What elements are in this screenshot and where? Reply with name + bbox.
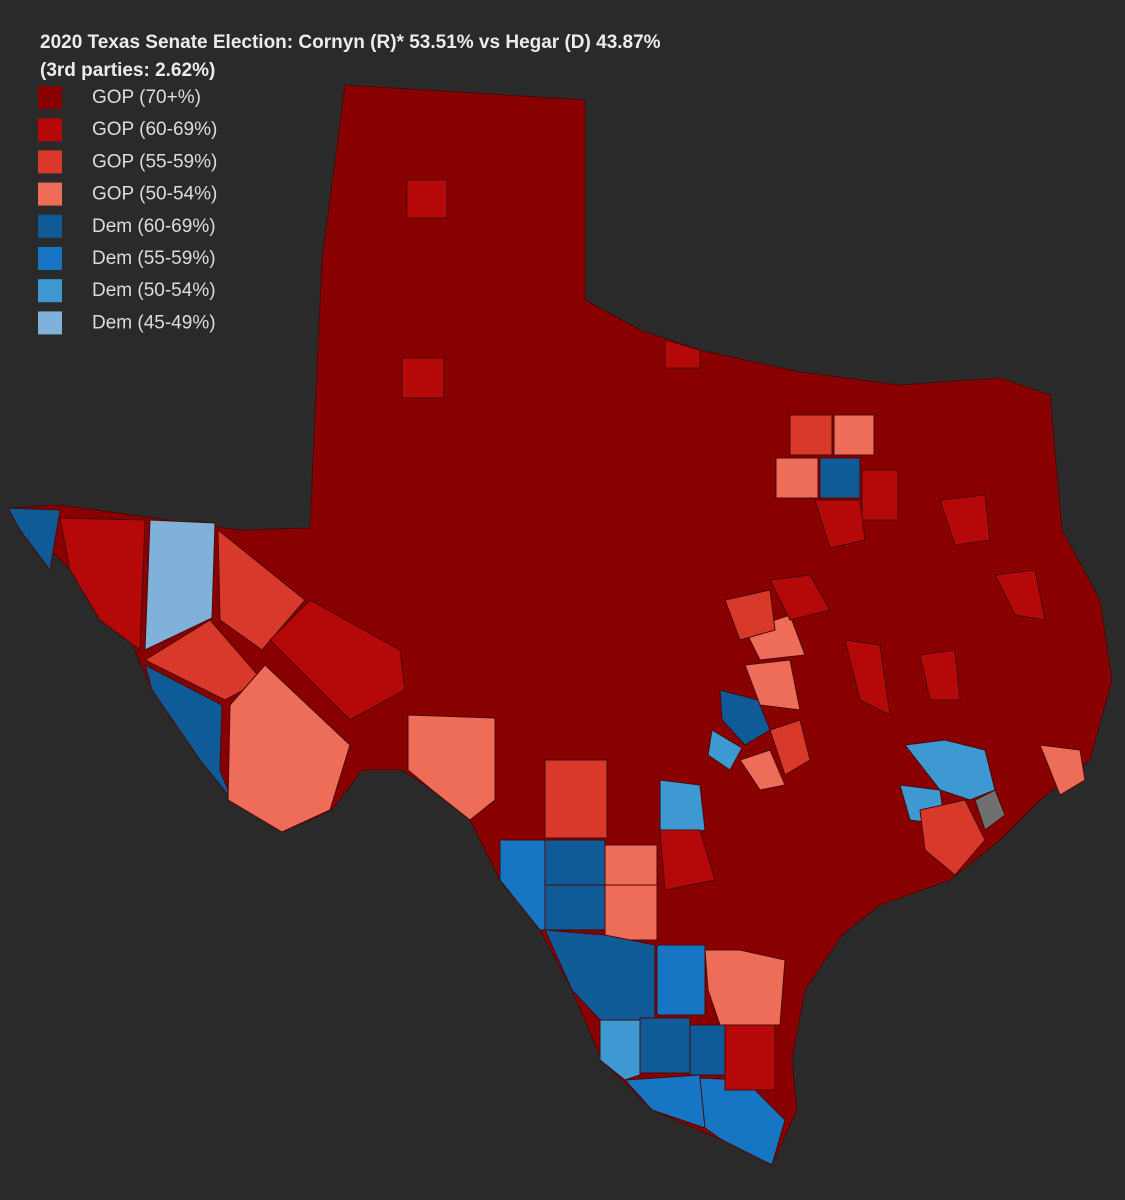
county bbox=[744, 659, 801, 711]
county bbox=[7, 507, 61, 572]
county bbox=[739, 749, 786, 791]
county bbox=[544, 759, 608, 839]
legend-swatch bbox=[38, 214, 62, 238]
county bbox=[769, 719, 811, 776]
county bbox=[499, 839, 546, 931]
legend-label: GOP (60-69%) bbox=[92, 119, 217, 140]
county bbox=[939, 494, 991, 546]
county bbox=[217, 528, 306, 651]
county bbox=[604, 844, 658, 886]
county bbox=[401, 357, 445, 399]
county bbox=[599, 1019, 641, 1081]
county bbox=[1039, 744, 1086, 796]
legend-swatch bbox=[38, 150, 62, 174]
county bbox=[819, 457, 861, 499]
map-title: 2020 Texas Senate Election: Cornyn (R)* … bbox=[40, 32, 661, 53]
county bbox=[269, 599, 406, 721]
county bbox=[656, 944, 706, 1016]
legend-swatch bbox=[38, 86, 62, 109]
county bbox=[724, 1024, 776, 1091]
county bbox=[775, 457, 819, 499]
texas-map bbox=[6, 84, 1113, 1166]
legend-label: GOP (70+%) bbox=[92, 87, 201, 108]
county bbox=[544, 884, 606, 931]
county bbox=[59, 517, 146, 651]
county bbox=[833, 414, 875, 456]
county bbox=[144, 519, 216, 651]
county bbox=[407, 714, 496, 821]
county bbox=[544, 839, 606, 886]
legend-swatch bbox=[38, 118, 62, 142]
legend-swatch bbox=[38, 279, 62, 303]
legend-label: GOP (55-59%) bbox=[92, 151, 217, 172]
legend-label: GOP (50-54%) bbox=[92, 184, 217, 205]
county bbox=[861, 469, 899, 521]
legend-swatch bbox=[38, 182, 62, 206]
county bbox=[639, 1017, 691, 1074]
county bbox=[689, 1024, 726, 1076]
legend: GOP (70+%) GOP (60-69%) GOP (55-59%) GOP (5… bbox=[38, 86, 217, 335]
map-subtitle: (3rd parties: 2.62%) bbox=[40, 60, 215, 81]
county bbox=[789, 414, 833, 456]
county bbox=[406, 179, 448, 219]
county bbox=[704, 949, 786, 1026]
county bbox=[664, 339, 701, 369]
counties bbox=[7, 179, 1086, 1166]
county bbox=[604, 884, 658, 941]
county bbox=[919, 649, 961, 701]
legend-label: Dem (60-69%) bbox=[92, 216, 216, 237]
legend-label: Dem (55-59%) bbox=[92, 248, 216, 269]
legend-label: Dem (45-49%) bbox=[92, 312, 216, 333]
county bbox=[659, 829, 716, 891]
county bbox=[659, 779, 706, 841]
county bbox=[974, 789, 1006, 831]
county bbox=[844, 639, 891, 716]
county bbox=[227, 664, 351, 833]
county bbox=[919, 799, 986, 876]
county bbox=[994, 569, 1046, 621]
county bbox=[707, 729, 743, 771]
legend-swatch bbox=[38, 247, 62, 270]
legend-swatch bbox=[38, 311, 62, 335]
county bbox=[814, 499, 866, 549]
county bbox=[719, 689, 771, 746]
county bbox=[724, 589, 776, 641]
county bbox=[769, 574, 831, 621]
legend-label: Dem (50-54%) bbox=[92, 280, 216, 301]
